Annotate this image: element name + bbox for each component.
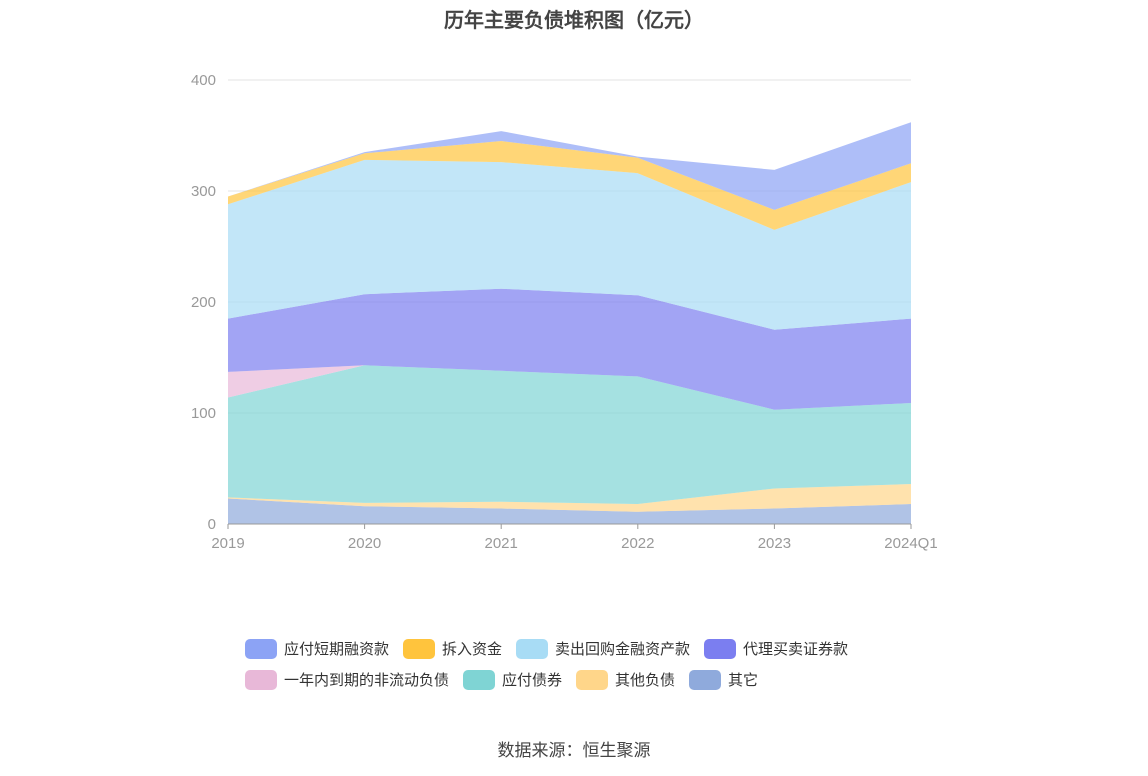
stacked-area-chart: 0 100 200 300 400 2019 2020 2021 2022 2023 2024Q1 — [191, 72, 938, 552]
legend-label: 应付短期融资款 — [284, 641, 390, 658]
area-一年内到期的非流动负债 — [228, 365, 911, 410]
legend-swatch — [245, 638, 277, 659]
legend-swatch — [576, 669, 609, 690]
legend-item[interactable]: 其他负债 — [576, 669, 675, 690]
axes: 0 100 200 300 400 2019 2020 2021 2022 2023 2024Q1 — [191, 72, 938, 552]
y-tick-label: 0 — [208, 516, 216, 533]
legend-item[interactable]: 应付债券 — [463, 669, 562, 690]
legend-row: 一年内到期的非流动负债 应付债券 其他负债 其它 — [245, 669, 925, 690]
area-代理买卖证券款 — [228, 288, 911, 410]
legend: 应付短期融资款 拆入资金 卖出回购金融资产款 代理买卖证券款一年内到期的非流动负债 应付… — [245, 638, 925, 700]
area-应付债券 — [228, 365, 911, 504]
legend-row: 应付短期融资款 拆入资金 卖出回购金融资产款 代理买卖证券款 — [245, 638, 925, 659]
x-tick-label: 2020 — [348, 535, 381, 552]
legend-label: 一年内到期的非流动负债 — [284, 672, 450, 689]
legend-label: 代理买卖证券款 — [743, 641, 849, 658]
legend-item[interactable]: 应付短期融资款 — [245, 638, 389, 659]
legend-item[interactable]: 代理买卖证券款 — [704, 638, 848, 659]
legend-swatch — [704, 638, 737, 659]
legend-swatch — [463, 669, 496, 690]
legend-swatch — [516, 638, 549, 659]
legend-label: 应付债券 — [502, 672, 563, 689]
x-tick-label: 2019 — [211, 535, 244, 552]
x-tick-label: 2023 — [758, 535, 791, 552]
legend-swatch — [689, 669, 722, 690]
legend-swatch — [403, 638, 436, 659]
area-其他负债 — [228, 484, 911, 512]
legend-label: 其它 — [728, 672, 759, 689]
x-tick-label: 2022 — [621, 535, 654, 552]
legend-item[interactable]: 一年内到期的非流动负债 — [245, 669, 449, 690]
y-tick-label: 300 — [191, 183, 216, 200]
area-series — [228, 122, 911, 524]
data-source-note: 数据来源：恒生聚源 — [497, 741, 651, 760]
legend-label: 拆入资金 — [442, 641, 503, 658]
x-tick-label: 2024Q1 — [884, 535, 937, 552]
chart-title: 历年主要负债堆积图（亿元） — [444, 10, 704, 32]
legend-item[interactable]: 拆入资金 — [403, 638, 502, 659]
y-tick-label: 200 — [191, 294, 216, 311]
area-拆入资金 — [228, 141, 911, 230]
legend-item[interactable]: 其它 — [689, 669, 758, 690]
legend-swatch — [245, 669, 277, 690]
legend-label: 其他负债 — [615, 672, 676, 689]
area-其它 — [228, 498, 911, 524]
y-tick-label: 100 — [191, 405, 216, 422]
legend-item[interactable]: 卖出回购金融资产款 — [516, 638, 690, 659]
y-tick-label: 400 — [191, 72, 216, 89]
area-应付短期融资款 — [228, 122, 911, 210]
x-tick-label: 2021 — [485, 535, 518, 552]
area-卖出回购金融资产款 — [228, 159, 911, 330]
legend-label: 卖出回购金融资产款 — [555, 641, 691, 658]
